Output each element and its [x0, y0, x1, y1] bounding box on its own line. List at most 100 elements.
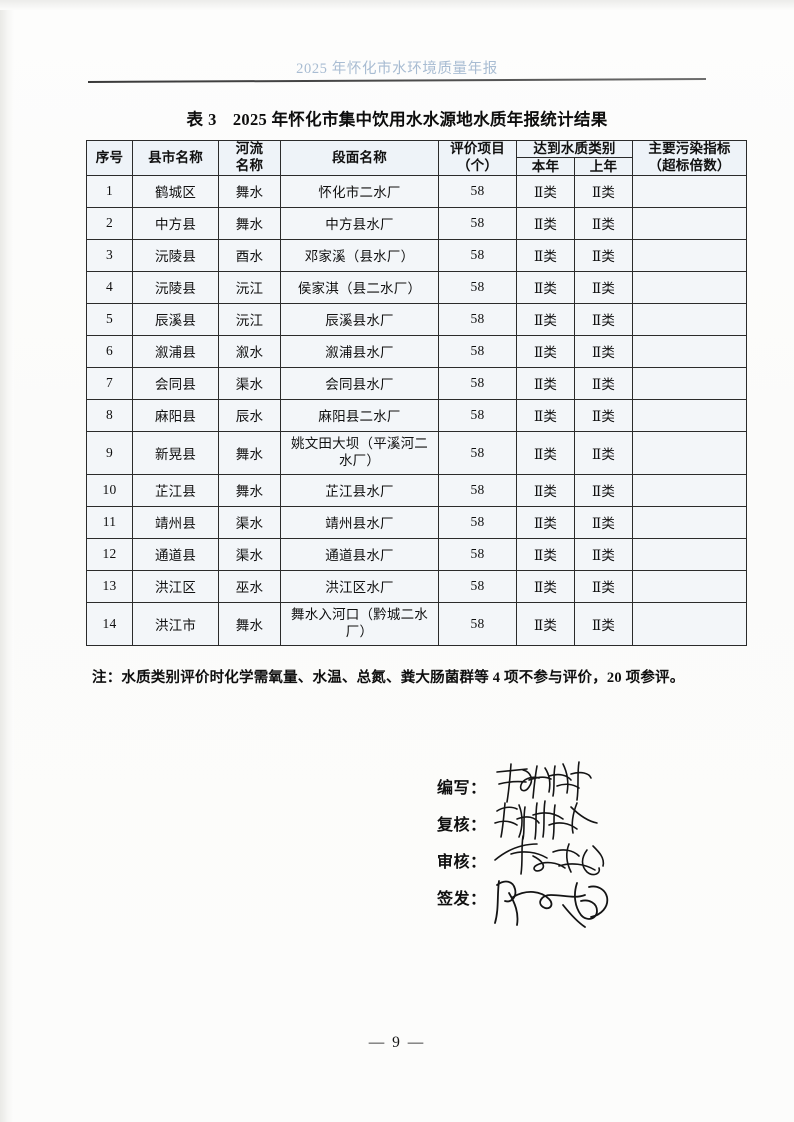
header-pollutant: 主要污染指标 （超标倍数） [632, 140, 748, 176]
cell-items: 58 [438, 537, 517, 571]
table-row: 13 洪江区 巫水 洪江区水厂 58 Ⅱ类 Ⅱ类 [86, 569, 748, 603]
cell-items: 58 [438, 569, 517, 603]
cell-section: 辰溪县水厂 [280, 302, 439, 336]
cell-section-line2: 厂） [345, 623, 374, 639]
cell-seq: 5 [86, 302, 133, 336]
header-grade-current: 本年 [516, 157, 575, 176]
header-river: 河流 名称 [218, 140, 281, 176]
cell-grade-current: Ⅱ类 [516, 430, 575, 475]
cell-river: 巫水 [218, 569, 281, 603]
table-row: 8 麻阳县 辰水 麻阳县二水厂 58 Ⅱ类 Ⅱ类 [86, 398, 748, 432]
header-items: 评价项目 （个） [438, 140, 517, 176]
cell-pollutant [632, 302, 748, 336]
cell-river: 舞水 [218, 473, 281, 507]
scan-edge-left [0, 0, 14, 1122]
cell-pollutant [632, 601, 748, 646]
cell-river: 沅江 [218, 270, 281, 304]
cell-grade-previous: Ⅱ类 [573, 206, 634, 240]
table-row: 7 会同县 渠水 会同县水厂 58 Ⅱ类 Ⅱ类 [86, 366, 748, 400]
table-note: 注：水质类别评价时化学需氧量、水温、总氮、粪大肠菌群等 4 项不参与评价，20 … [92, 670, 685, 686]
cell-grade-current: Ⅱ类 [516, 537, 575, 571]
cell-seq: 2 [86, 206, 133, 240]
cell-grade-current: Ⅱ类 [516, 174, 575, 208]
cell-grade-current: Ⅱ类 [516, 601, 575, 646]
signature-label-checker: 审核： [437, 854, 487, 871]
table-row: 9 新晃县 舞水 姚文田大坝（平溪河二 水厂） 58 Ⅱ类 Ⅱ类 [86, 430, 748, 475]
cell-section: 邓家溪（县水厂） [280, 238, 439, 272]
signature-label-author: 编写： [437, 780, 487, 797]
cell-section: 溆浦县水厂 [280, 334, 439, 368]
cell-pollutant [632, 473, 748, 507]
cell-section: 麻阳县二水厂 [280, 398, 439, 432]
cell-river: 渠水 [218, 537, 281, 571]
cell-seq: 4 [86, 270, 133, 304]
cell-county: 靖州县 [132, 505, 219, 539]
cell-grade-current: Ⅱ类 [516, 334, 575, 368]
header-items-line2: （个） [456, 157, 499, 173]
cell-grade-current: Ⅱ类 [516, 302, 575, 336]
cell-river: 辰水 [218, 398, 281, 432]
cell-county: 通道县 [132, 537, 219, 571]
table-row: 2 中方县 舞水 中方县水厂 58 Ⅱ类 Ⅱ类 [86, 206, 748, 240]
cell-seq: 1 [86, 174, 133, 208]
cell-pollutant [632, 206, 748, 240]
cell-pollutant [632, 238, 748, 272]
cell-grade-previous: Ⅱ类 [573, 473, 634, 507]
cell-section: 舞水入河口（黔城二水 厂） [280, 601, 439, 646]
cell-items: 58 [438, 238, 517, 272]
cell-seq: 3 [86, 238, 133, 272]
cell-county: 辰溪县 [132, 302, 219, 336]
cell-seq: 6 [86, 334, 133, 368]
table-row: 5 辰溪县 沅江 辰溪县水厂 58 Ⅱ类 Ⅱ类 [86, 302, 748, 336]
cell-items: 58 [438, 505, 517, 539]
table-row: 6 溆浦县 溆水 溆浦县水厂 58 Ⅱ类 Ⅱ类 [86, 334, 748, 368]
cell-seq: 7 [86, 366, 133, 400]
header-grade-group: 达到水质类别 [515, 139, 634, 159]
cell-river: 舞水 [218, 601, 281, 646]
cell-county: 沅陵县 [132, 238, 219, 272]
header-river-line1: 河流 [235, 141, 264, 156]
cell-seq: 12 [86, 537, 133, 571]
cell-grade-previous: Ⅱ类 [573, 569, 634, 603]
cell-items: 58 [438, 174, 517, 208]
cell-section-line2: 水厂） [338, 452, 381, 468]
table-row: 14 洪江市 舞水 舞水入河口（黔城二水 厂） 58 Ⅱ类 Ⅱ类 [86, 601, 748, 646]
cell-county: 洪江市 [132, 601, 219, 646]
cell-section: 侯家淇（县二水厂） [280, 270, 439, 304]
cell-grade-current: Ⅱ类 [516, 473, 575, 507]
cell-items: 58 [438, 206, 517, 240]
cell-seq: 14 [86, 601, 133, 646]
cell-pollutant [632, 569, 748, 603]
table-row: 3 沅陵县 酉水 邓家溪（县水厂） 58 Ⅱ类 Ⅱ类 [86, 238, 748, 272]
cell-grade-current: Ⅱ类 [516, 366, 575, 400]
cell-section-line1: 姚文田大坝（平溪河二 [291, 435, 428, 451]
signature-row-reviewer: 复核： [437, 800, 737, 844]
table-title-label: 表 3 [186, 110, 217, 129]
cell-county: 会同县 [132, 366, 219, 400]
cell-seq: 9 [86, 430, 133, 475]
table-body: 1 鹤城区 舞水 怀化市二水厂 58 Ⅱ类 Ⅱ类 2 中方县 舞水 中方县水厂 58 Ⅱ类 Ⅱ类 3 沅陵县酉… [86, 174, 748, 646]
signature-block: 编写： [437, 761, 737, 928]
cell-county: 芷江县 [132, 473, 219, 507]
table-title: 表 3 2025 年怀化市集中饮用水水源地水质年报统计结果 [0, 106, 794, 130]
header-pollutant-line2: （超标倍数） [648, 157, 731, 173]
cell-pollutant [632, 505, 748, 539]
table-row: 1 鹤城区 舞水 怀化市二水厂 58 Ⅱ类 Ⅱ类 [86, 174, 748, 208]
cell-section: 怀化市二水厂 [280, 174, 439, 208]
cell-grade-previous: Ⅱ类 [573, 430, 634, 475]
table-header-row-2: 本年 上年 [87, 157, 747, 176]
cell-items: 58 [438, 334, 517, 368]
cell-county: 鹤城区 [132, 174, 219, 208]
water-quality-table: 序号 县市名称 河流 名称 段面名称 评价项目 （个） 达到水质类别 主要污染指… [86, 139, 748, 646]
cell-items: 58 [438, 430, 517, 475]
cell-seq: 13 [86, 569, 133, 603]
header-county: 县市名称 [132, 140, 219, 176]
table-row: 10 芷江县 舞水 芷江县水厂 58 Ⅱ类 Ⅱ类 [86, 473, 748, 507]
cell-pollutant [632, 366, 748, 400]
cell-items: 58 [438, 398, 517, 432]
cell-river: 舞水 [218, 174, 281, 208]
signature-label-reviewer: 复核： [437, 817, 487, 834]
header-grade-previous: 上年 [573, 157, 634, 176]
cell-pollutant [632, 334, 748, 368]
cell-seq: 11 [86, 505, 133, 539]
